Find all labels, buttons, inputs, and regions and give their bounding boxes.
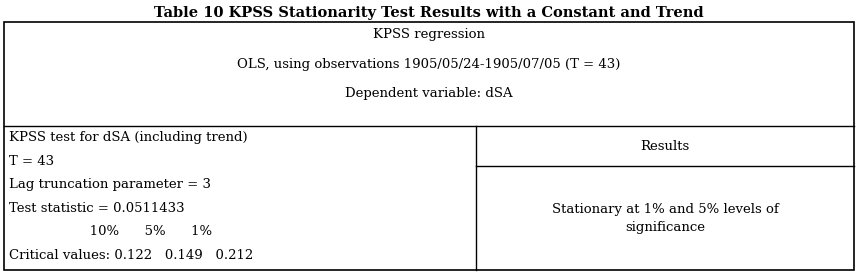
Text: Results: Results xyxy=(640,140,690,153)
Text: Dependent variable: dSA: Dependent variable: dSA xyxy=(345,87,513,101)
Text: Lag truncation parameter = 3: Lag truncation parameter = 3 xyxy=(9,178,211,191)
Text: T = 43: T = 43 xyxy=(9,155,54,167)
Text: KPSS test for dSA (including trend): KPSS test for dSA (including trend) xyxy=(9,131,248,144)
Text: OLS, using observations 1905/05/24-1905/07/05 (T = 43): OLS, using observations 1905/05/24-1905/… xyxy=(238,58,620,71)
Text: 10%      5%      1%: 10% 5% 1% xyxy=(9,225,212,238)
Text: Test statistic = 0.0511433: Test statistic = 0.0511433 xyxy=(9,201,184,215)
Text: Stationary at 1% and 5% levels of
significance: Stationary at 1% and 5% levels of signif… xyxy=(552,203,778,234)
Text: Critical values: 0.122   0.149   0.212: Critical values: 0.122 0.149 0.212 xyxy=(9,249,253,262)
Text: Table 10 KPSS Stationarity Test Results with a Constant and Trend: Table 10 KPSS Stationarity Test Results … xyxy=(154,6,704,20)
Text: KPSS regression: KPSS regression xyxy=(373,28,485,41)
